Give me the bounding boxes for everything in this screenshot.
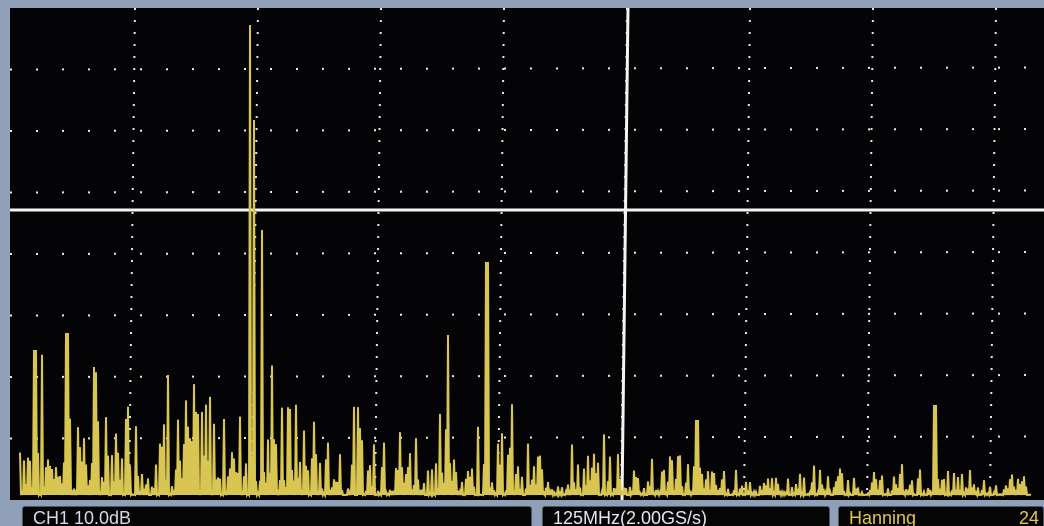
extra-value: 24 <box>1018 508 1039 526</box>
channel-label: CH1 10.0dB <box>22 506 532 526</box>
display <box>10 8 1044 500</box>
window-name: Hanning <box>849 508 917 526</box>
spectrum-trace <box>19 24 1032 499</box>
center-v-axis <box>620 7 630 501</box>
sample-rate-label: 125MHz(2.00GS/s) <box>542 506 830 526</box>
window-label: Hanning 24 <box>838 506 1044 526</box>
